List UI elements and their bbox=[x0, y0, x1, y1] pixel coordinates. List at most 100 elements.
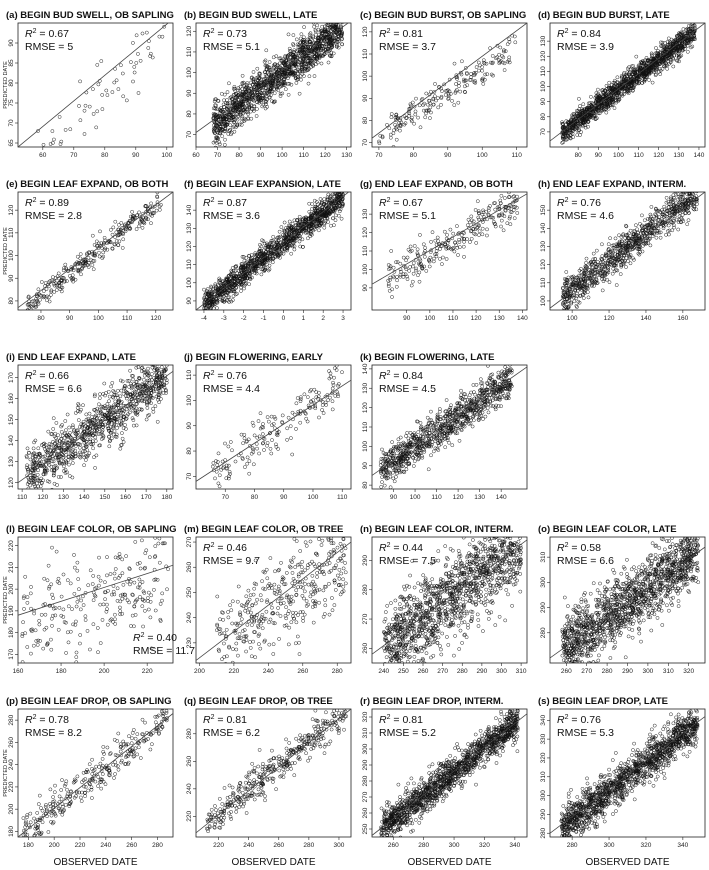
data-point bbox=[277, 229, 282, 234]
data-point bbox=[110, 232, 115, 237]
data-point bbox=[96, 82, 101, 87]
data-point bbox=[34, 297, 38, 301]
data-point bbox=[287, 46, 292, 51]
data-point bbox=[316, 218, 320, 223]
data-point bbox=[261, 96, 266, 100]
data-point bbox=[318, 37, 322, 42]
data-point bbox=[641, 72, 646, 77]
data-point bbox=[649, 70, 653, 75]
data-point bbox=[135, 213, 140, 218]
data-point bbox=[305, 39, 310, 44]
data-point bbox=[599, 109, 604, 113]
data-point bbox=[413, 109, 418, 114]
data-point bbox=[435, 96, 440, 101]
data-point bbox=[446, 97, 451, 101]
data-point bbox=[120, 71, 125, 76]
data-point bbox=[589, 94, 593, 99]
data-point bbox=[240, 102, 245, 107]
data-point bbox=[655, 60, 660, 65]
data-point bbox=[337, 16, 340, 19]
data-point bbox=[229, 274, 234, 278]
data-point bbox=[633, 67, 637, 72]
data-point bbox=[265, 89, 269, 93]
data-point bbox=[140, 225, 145, 230]
x-tick-label: -2 bbox=[241, 315, 247, 322]
data-point bbox=[571, 135, 576, 139]
data-point bbox=[643, 78, 647, 83]
data-point bbox=[601, 97, 606, 102]
data-point bbox=[228, 128, 232, 133]
data-point bbox=[339, 216, 344, 221]
data-point bbox=[69, 162, 72, 165]
data-point bbox=[311, 52, 316, 57]
rmse-prefix: RMSE = bbox=[25, 210, 67, 222]
data-point bbox=[626, 77, 631, 81]
panel-title: (g) END LEAF EXPAND, OB BOTH bbox=[360, 179, 513, 190]
data-point bbox=[206, 303, 211, 308]
y-tick-label: 130 bbox=[540, 35, 547, 46]
data-point bbox=[313, 32, 318, 37]
data-point bbox=[291, 237, 296, 241]
data-point bbox=[502, 61, 507, 66]
data-point bbox=[300, 67, 305, 71]
data-point bbox=[57, 280, 62, 284]
data-point bbox=[336, 12, 339, 15]
data-point bbox=[307, 39, 312, 44]
data-point bbox=[142, 221, 147, 226]
data-point bbox=[297, 91, 302, 96]
data-point bbox=[271, 63, 276, 68]
x-tick-label: 60 bbox=[39, 152, 47, 159]
data-point bbox=[95, 243, 100, 248]
data-point bbox=[336, 35, 341, 39]
data-point bbox=[319, 61, 324, 66]
data-point bbox=[477, 229, 482, 234]
data-point bbox=[279, 68, 284, 73]
plot-area bbox=[372, 23, 527, 147]
data-point bbox=[257, 247, 262, 252]
data-point bbox=[330, 41, 335, 45]
data-point bbox=[229, 118, 234, 123]
data-point bbox=[103, 246, 108, 251]
data-point bbox=[302, 227, 307, 232]
r2-equals: = bbox=[215, 197, 227, 209]
data-point bbox=[25, 308, 30, 310]
data-point bbox=[264, 102, 268, 107]
data-point bbox=[268, 255, 272, 259]
r2-value: 0.73 bbox=[226, 28, 247, 40]
data-point bbox=[254, 114, 259, 118]
data-point bbox=[322, 52, 327, 57]
data-point bbox=[104, 88, 109, 93]
y-tick-label: 120 bbox=[540, 50, 547, 61]
data-point bbox=[227, 111, 231, 116]
data-point bbox=[86, 255, 91, 260]
data-point bbox=[408, 102, 413, 107]
data-point bbox=[220, 134, 225, 139]
data-point bbox=[295, 58, 299, 63]
data-point bbox=[634, 54, 639, 59]
data-point bbox=[678, 54, 683, 59]
data-point bbox=[294, 37, 299, 42]
data-point bbox=[316, 36, 321, 40]
data-point bbox=[607, 100, 612, 105]
data-point bbox=[101, 250, 106, 255]
data-point bbox=[268, 86, 272, 91]
data-point bbox=[322, 19, 325, 22]
data-point bbox=[292, 244, 297, 249]
x-tick-label: 130 bbox=[341, 152, 352, 159]
data-point bbox=[309, 42, 314, 46]
data-point bbox=[323, 34, 327, 39]
data-point bbox=[307, 201, 312, 206]
data-point bbox=[298, 48, 302, 52]
data-point bbox=[395, 260, 400, 264]
y-tick-label: 80 bbox=[540, 113, 547, 121]
data-point bbox=[568, 119, 573, 124]
data-point bbox=[672, 48, 676, 53]
data-point bbox=[216, 99, 221, 103]
data-point bbox=[144, 204, 149, 208]
data-point bbox=[445, 241, 450, 245]
data-point bbox=[597, 111, 602, 116]
data-point bbox=[238, 91, 243, 96]
data-point bbox=[129, 60, 133, 64]
data-point bbox=[307, 56, 311, 61]
data-point bbox=[222, 92, 227, 97]
